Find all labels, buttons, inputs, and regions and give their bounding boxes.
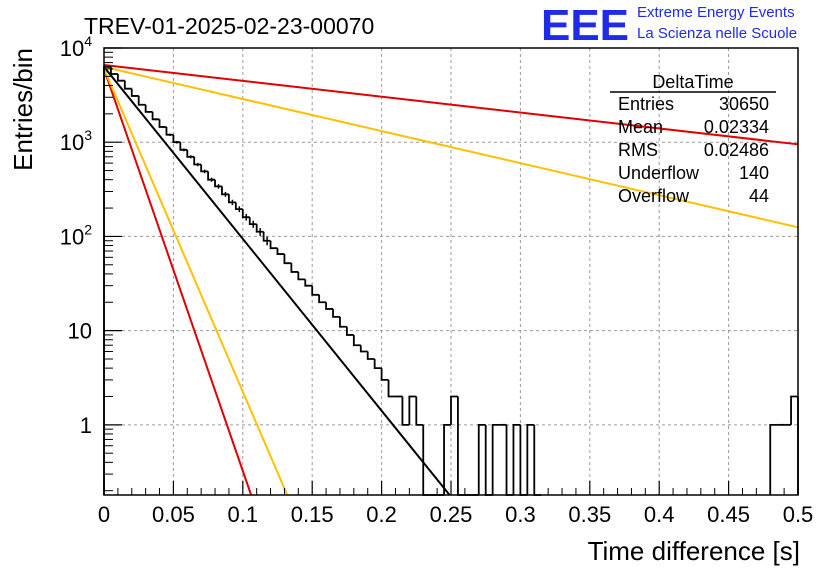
stats-value-mean: 0.02334 [704, 117, 769, 137]
x-tick-label: 0.2 [366, 502, 397, 527]
y-ticks: 1 10 102 103 104 [60, 33, 122, 492]
histogram-bin [450, 395, 458, 425]
histogram-bin [116, 73, 125, 82]
y-axis-title: Entries/bin [8, 48, 38, 171]
stats-value-entries: 30650 [719, 94, 769, 114]
stats-label-rms: RMS [618, 140, 658, 160]
eee-logo-line2: La Scienza nelle Scuole [637, 25, 797, 42]
fit-line [103, 66, 451, 496]
fit-line [103, 68, 253, 496]
histogram-bin [380, 368, 389, 381]
y-tick-label: 102 [60, 221, 92, 249]
y-tick-label: 104 [60, 33, 92, 61]
stats-box-title: DeltaTime [652, 72, 733, 92]
histogram-bin [325, 302, 334, 310]
histogram-bin [415, 396, 424, 426]
fit-line [103, 68, 289, 496]
histogram-bin [123, 80, 132, 90]
stats-box: DeltaTime Entries 30650 Mean 0.02334 RMS… [610, 72, 776, 206]
histogram-bin [200, 164, 209, 173]
stats-label-mean: Mean [618, 117, 663, 137]
stats-value-overflow: 44 [749, 186, 769, 206]
x-tick-label: 0.15 [291, 502, 334, 527]
histogram-bin [346, 326, 354, 336]
histogram-bin [373, 358, 382, 370]
histogram-bin [248, 217, 257, 226]
stats-value-underflow: 140 [739, 163, 769, 183]
histogram-bin [234, 202, 243, 210]
x-tick-label: 0.45 [707, 502, 750, 527]
x-tick-label: 0.4 [644, 502, 675, 527]
histogram-bin [290, 263, 299, 273]
stats-label-underflow: Underflow [618, 163, 700, 183]
histogram-bin [769, 423, 778, 495]
y-tick-label: 10 [68, 319, 92, 344]
histogram-bin [790, 395, 798, 425]
histogram-bin [228, 194, 236, 204]
eee-logo: EEE Extreme Energy Events La Scienza nel… [541, 1, 797, 50]
histogram-bin [304, 279, 313, 287]
histogram-bin [359, 345, 368, 353]
x-tick-label: 0.3 [505, 502, 536, 527]
histogram-bin [366, 351, 375, 360]
histogram-bin [352, 334, 361, 347]
histogram-bin [214, 179, 222, 188]
x-tick-label: 0.5 [783, 502, 814, 527]
histogram-bin [207, 171, 216, 181]
histogram-bin [221, 186, 229, 196]
histogram-bin [172, 134, 181, 144]
histogram-bin [512, 423, 521, 495]
histogram-bin [387, 379, 396, 398]
histogram-bin [186, 149, 195, 158]
x-tick-label: 0.35 [568, 502, 611, 527]
histogram-bin [318, 294, 327, 304]
histogram-bin [276, 248, 285, 255]
histogram-bin [269, 240, 278, 250]
histogram-bin [193, 156, 202, 166]
eee-logo-line1: Extreme Energy Events [637, 4, 795, 21]
x-tick-label: 0.05 [152, 502, 195, 527]
stats-value-rms: 0.02486 [704, 140, 769, 160]
histogram-bin [130, 88, 139, 97]
histogram-bin [255, 224, 264, 233]
eee-logo-mark: EEE [541, 1, 629, 50]
fit-line [103, 64, 799, 146]
x-tick-label: 0 [98, 502, 110, 527]
histogram-bin [443, 423, 451, 495]
histogram-bin [283, 254, 292, 265]
histogram-bin [491, 423, 500, 495]
chart-title: TREV-01-2025-02-23-00070 [84, 13, 374, 39]
x-tick-label: 0.25 [430, 502, 473, 527]
histogram-bin [241, 209, 250, 219]
histogram-bin [158, 119, 167, 128]
histogram-bin [339, 316, 347, 328]
histogram-bin [297, 271, 306, 281]
histogram-bin [262, 231, 271, 242]
x-ticks: 0 0.05 0.1 0.15 0.2 0.25 0.3 0.35 0.4 0.45 0.5 [98, 481, 813, 527]
histogram-bin [179, 142, 188, 151]
fit-line [103, 65, 799, 229]
stats-label-entries: Entries [618, 94, 674, 114]
fit-lines [103, 64, 799, 496]
histogram-bin [144, 104, 153, 113]
x-axis-title: Time difference [s] [588, 536, 800, 566]
histogram-bin [332, 308, 340, 318]
y-tick-label: 1 [80, 413, 92, 438]
histogram-bin [526, 423, 535, 495]
histogram-bin [401, 396, 410, 426]
histogram-bin [151, 111, 160, 121]
histogram-bin [477, 423, 486, 495]
y-tick-label: 103 [60, 127, 92, 155]
histogram-bin [311, 285, 320, 296]
stats-label-overflow: Overflow [618, 186, 690, 206]
histogram-bin [408, 395, 417, 425]
histogram-bin [165, 127, 174, 136]
x-tick-label: 0.1 [228, 502, 259, 527]
histogram-bin [137, 95, 146, 106]
